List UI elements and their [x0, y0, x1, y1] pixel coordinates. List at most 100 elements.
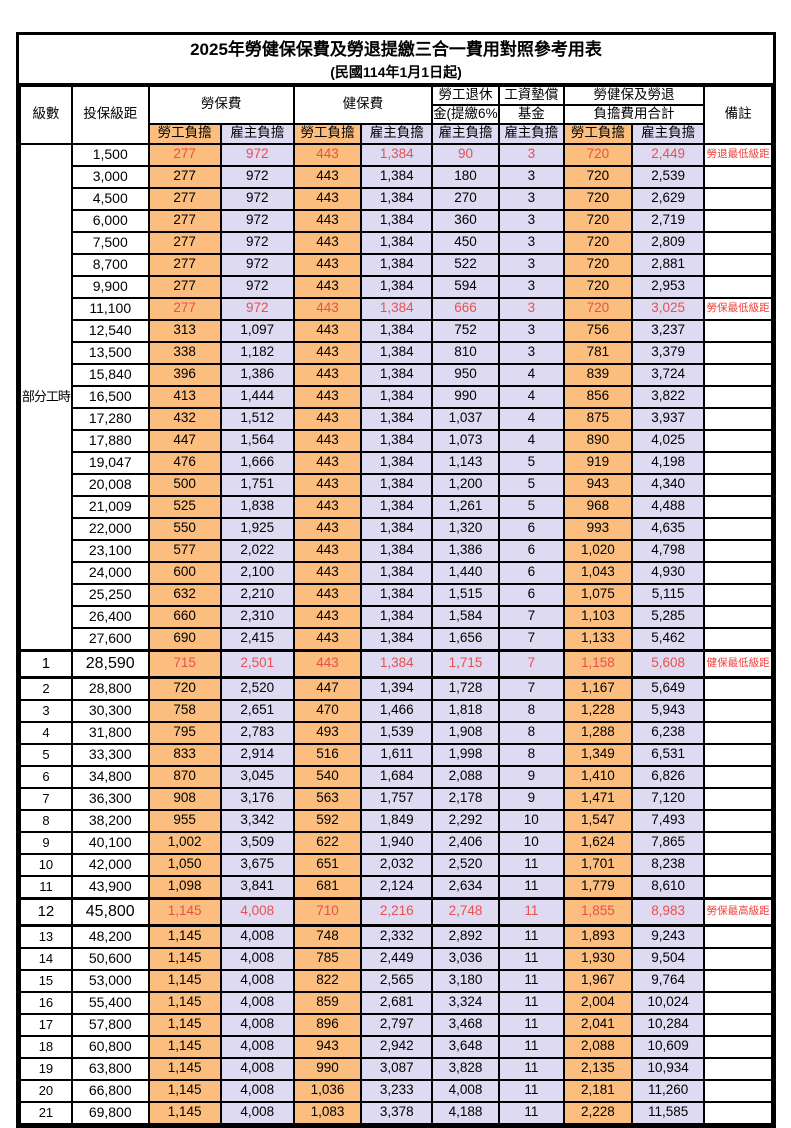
table-row: 2 28,800 720 2,520 447 1,394 1,728 7 1,167 5,649: [19, 676, 773, 701]
wage-fund-employer-cell: 3: [497, 340, 565, 365]
subheader-total-employee: 勞工負擔: [562, 122, 634, 145]
part-time-group-label: 部分工時: [19, 142, 73, 652]
table-row: 8 38,200 955 3,342 592 1,849 2,292 10 1,547 7,493: [19, 808, 773, 833]
bracket-cell: 69,800: [70, 1100, 150, 1125]
table-row: 部分工時 1,500 277 972 443 1,384 90 3 720 2,449 勞退最低級距: [19, 142, 773, 652]
health-employee-cell: 443: [292, 626, 363, 652]
total-employer-cell: 4,798: [631, 538, 706, 563]
total-employee-cell: 1,133: [562, 626, 634, 652]
wage-fund-employer-cell: 11: [497, 946, 565, 971]
health-employer-cell: 1,394: [360, 676, 434, 701]
total-employee-cell: 890: [562, 428, 634, 453]
pension-employer-cell: 2,748: [431, 896, 500, 927]
remark-cell: [703, 428, 773, 453]
health-employer-cell: 1,384: [360, 428, 434, 453]
total-employee-cell: 1,043: [562, 560, 634, 585]
bracket-cell: 38,200: [70, 808, 150, 833]
health-employer-cell: 3,087: [360, 1056, 434, 1081]
table-row: 22,000 550 1,925 443 1,384 1,320 6 993 4,635: [20, 516, 773, 541]
total-employer-cell: 3,025: [631, 296, 706, 321]
labor-employee-cell: 758: [147, 698, 222, 723]
labor-employee-cell: 550: [147, 516, 222, 541]
total-employee-cell: 968: [562, 494, 634, 519]
labor-employee-cell: 720: [147, 676, 222, 701]
table-row: 7 36,300 908 3,176 563 1,757 2,178 9 1,471 7,120: [19, 786, 773, 811]
labor-employee-cell: 660: [147, 604, 222, 629]
labor-employee-cell: 338: [147, 340, 222, 365]
labor-employee-cell: 277: [147, 252, 222, 277]
header-total-line2: 負擔費用合計: [562, 103, 706, 125]
wage-fund-employer-cell: 11: [497, 852, 565, 877]
labor-employer-cell: 972: [219, 296, 295, 321]
remark-cell: [703, 764, 773, 789]
total-employer-cell: 8,238: [631, 852, 706, 877]
health-employee-cell: 1,036: [292, 1078, 363, 1103]
labor-employer-cell: 1,182: [219, 340, 295, 365]
health-employer-cell: 1,757: [360, 786, 434, 811]
remark-cell: [703, 164, 773, 189]
health-employer-cell: 3,378: [360, 1100, 434, 1125]
labor-employer-cell: 3,045: [219, 764, 295, 789]
wage-fund-employer-cell: 7: [497, 626, 565, 652]
health-employee-cell: 443: [292, 340, 363, 365]
total-employee-cell: 1,547: [562, 808, 634, 833]
pension-employer-cell: 1,656: [431, 626, 500, 652]
total-employee-cell: 781: [562, 340, 634, 365]
total-employee-cell: 1,930: [562, 946, 634, 971]
pension-employer-cell: 950: [431, 362, 500, 387]
level-cell: 19: [19, 1056, 73, 1081]
labor-employer-cell: 3,342: [219, 808, 295, 833]
remark-cell: [703, 516, 773, 541]
level-cell: 3: [19, 698, 73, 723]
labor-employer-cell: 2,651: [219, 698, 295, 723]
table-row: 19,047 476 1,666 443 1,384 1,143 5 919 4,198: [20, 450, 773, 475]
labor-employee-cell: 632: [147, 582, 222, 607]
labor-employer-cell: 1,097: [219, 318, 295, 343]
health-employer-cell: 1,384: [360, 560, 434, 585]
health-employer-cell: 2,332: [360, 924, 434, 949]
bracket-cell: 43,900: [70, 874, 150, 900]
total-employee-cell: 720: [562, 186, 634, 211]
health-employee-cell: 710: [292, 896, 363, 927]
wage-fund-employer-cell: 11: [497, 1100, 565, 1125]
health-employee-cell: 990: [292, 1056, 363, 1081]
pension-employer-cell: 752: [431, 318, 500, 343]
remark-cell: [703, 742, 773, 767]
table-row: 24,000 600 2,100 443 1,384 1,440 6 1,043 4,930: [20, 560, 773, 585]
total-employer-cell: 3,937: [631, 406, 706, 431]
health-employer-cell: 1,384: [360, 450, 434, 475]
labor-employee-cell: 1,050: [147, 852, 222, 877]
bracket-cell: 53,000: [70, 968, 150, 993]
total-employee-cell: 2,041: [562, 1012, 634, 1037]
health-employee-cell: 516: [292, 742, 363, 767]
health-employee-cell: 859: [292, 990, 363, 1015]
wage-fund-employer-cell: 10: [497, 830, 565, 855]
wage-fund-employer-cell: 9: [497, 786, 565, 811]
table-row: 13,500 338 1,182 443 1,384 810 3 781 3,379: [20, 340, 773, 365]
health-employee-cell: 443: [292, 648, 363, 679]
labor-employer-cell: 972: [219, 252, 295, 277]
wage-fund-employer-cell: 4: [497, 428, 565, 453]
wage-fund-employer-cell: 5: [497, 472, 565, 497]
table-row: 16 55,400 1,145 4,008 859 2,681 3,324 11 2,004 10…: [19, 990, 773, 1015]
labor-employee-cell: 277: [147, 274, 222, 299]
remark-cell: [703, 472, 773, 497]
pension-employer-cell: 2,178: [431, 786, 500, 811]
table-row: 21,009 525 1,838 443 1,384 1,261 5 968 4,488: [20, 494, 773, 519]
table-row: 4 31,800 795 2,783 493 1,539 1,908 8 1,288 6,238: [19, 720, 773, 745]
bracket-cell: 57,800: [70, 1012, 150, 1037]
total-employer-cell: 2,629: [631, 186, 706, 211]
bracket-cell: 8,700: [70, 252, 150, 277]
wage-fund-employer-cell: 11: [497, 968, 565, 993]
health-employee-cell: 896: [292, 1012, 363, 1037]
total-employee-cell: 993: [562, 516, 634, 541]
bracket-cell: 28,590: [70, 648, 150, 679]
wage-fund-employer-cell: 8: [497, 720, 565, 745]
table-row: 12,540 313 1,097 443 1,384 752 3 756 3,237: [20, 318, 773, 343]
total-employer-cell: 11,260: [631, 1078, 706, 1103]
total-employee-cell: 720: [562, 252, 634, 277]
health-employer-cell: 1,384: [360, 494, 434, 519]
labor-employee-cell: 600: [147, 560, 222, 585]
wage-fund-employer-cell: 6: [497, 516, 565, 541]
pension-employer-cell: 990: [431, 384, 500, 409]
